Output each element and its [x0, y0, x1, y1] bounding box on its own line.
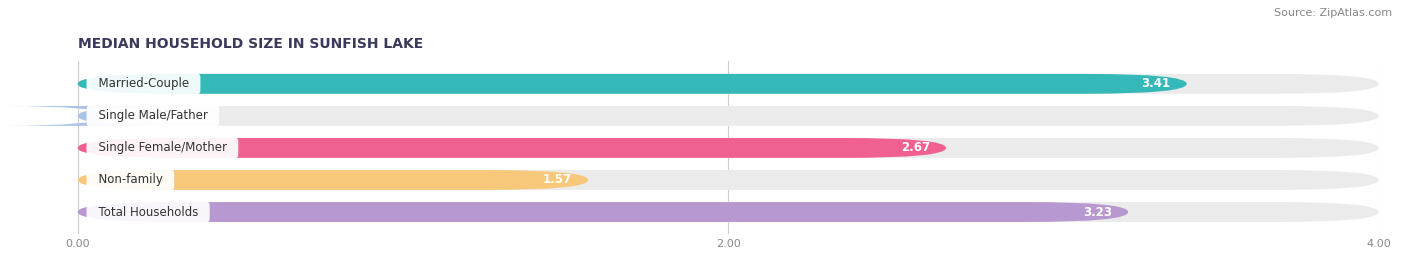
- FancyBboxPatch shape: [77, 170, 1379, 190]
- Text: 3.23: 3.23: [1083, 206, 1112, 218]
- Text: 3.41: 3.41: [1142, 77, 1170, 90]
- Text: Source: ZipAtlas.com: Source: ZipAtlas.com: [1274, 8, 1392, 18]
- Text: 1.57: 1.57: [543, 174, 572, 186]
- Text: Married-Couple: Married-Couple: [90, 77, 197, 90]
- FancyBboxPatch shape: [77, 202, 1379, 222]
- Text: Single Male/Father: Single Male/Father: [90, 109, 215, 122]
- Text: Non-family: Non-family: [90, 174, 170, 186]
- FancyBboxPatch shape: [77, 138, 1379, 158]
- FancyBboxPatch shape: [77, 74, 1379, 94]
- Text: MEDIAN HOUSEHOLD SIZE IN SUNFISH LAKE: MEDIAN HOUSEHOLD SIZE IN SUNFISH LAKE: [77, 37, 423, 51]
- FancyBboxPatch shape: [3, 106, 179, 126]
- Text: Total Households: Total Households: [90, 206, 205, 218]
- Text: 2.67: 2.67: [901, 141, 929, 154]
- FancyBboxPatch shape: [77, 74, 1187, 94]
- Text: Single Female/Mother: Single Female/Mother: [90, 141, 235, 154]
- FancyBboxPatch shape: [77, 170, 588, 190]
- FancyBboxPatch shape: [77, 138, 946, 158]
- FancyBboxPatch shape: [77, 202, 1128, 222]
- Text: 0.00: 0.00: [142, 109, 172, 122]
- FancyBboxPatch shape: [77, 106, 1379, 126]
